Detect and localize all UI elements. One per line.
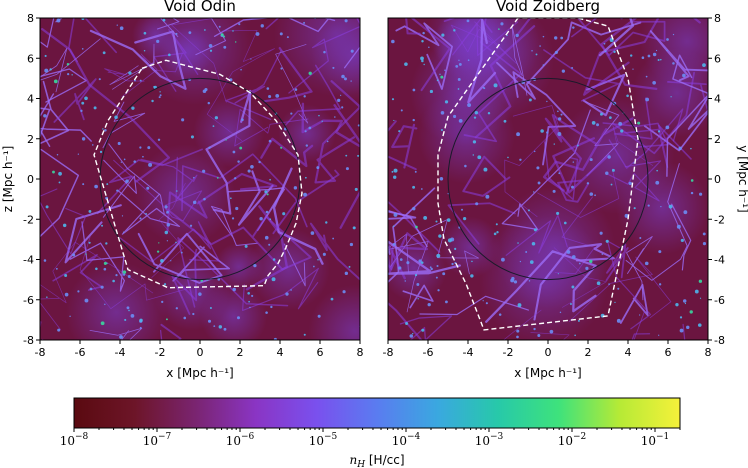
x-tick-label: -4: [463, 346, 474, 359]
y-tick-label: -2: [23, 213, 34, 226]
filament-texture-odin: [40, 18, 360, 340]
void-boundary: [93, 59, 303, 289]
y-tick-label: -6: [714, 294, 725, 307]
y-tick-label: 6: [27, 52, 34, 65]
colorbar-ticks: 10−8 10−7 10−6 10−5 10−4 10−3 10−2 10−1: [60, 428, 681, 448]
y-tick-label: 4: [27, 93, 34, 106]
void-boundary: [437, 18, 639, 331]
x-tick-label: 6: [665, 346, 672, 359]
x-tick-label: -2: [503, 346, 514, 359]
overlay-odin: [93, 59, 303, 289]
x-tick-label: 0: [545, 346, 552, 359]
colorbar: 10−8 10−7 10−6 10−5 10−4 10−3 10−2 10−1 nH [H/c…: [60, 397, 681, 468]
colorbar-tick-label: 10−8: [60, 432, 89, 448]
colorbar-tick-label: 10−1: [641, 432, 670, 448]
filament-texture-zoidberg: [388, 18, 708, 340]
panel-zoidberg: Void Zoidberg -8 -6 -4 -2 0 2 4 6 8-8-6-4-202468…: [383, 0, 748, 380]
y-tick-label: 6: [714, 52, 721, 65]
x-tick-label: 2: [585, 346, 592, 359]
x-tick-label: -6: [423, 346, 434, 359]
colorbar-label: nH [H/cc]: [349, 453, 404, 468]
ylabel-odin: z [Mpc h⁻¹]: [1, 146, 15, 213]
axes-odin: -8 -6 -4 -2 0 2 4 6 8 -8 -6 -4 -2 0 2 4 6 8: [23, 12, 363, 359]
x-tick-label: 4: [277, 346, 284, 359]
y-tick-label: -4: [23, 254, 34, 267]
y-tick-label: 2: [27, 133, 34, 146]
x-tick-label: 8: [705, 346, 712, 359]
y-tick-label: 8: [714, 12, 721, 25]
y-tick-label: -8: [23, 334, 34, 347]
y-tick-label: 4: [714, 93, 721, 106]
colorbar-tick-label: 10−5: [309, 432, 338, 448]
panel-odin: Void Odin -8 -6 -4 -2 0 2 4 6 8 -8 -6 -4 -2 0 2 4 6 8 x […: [1, 0, 364, 380]
colorbar-gradient: [73, 397, 681, 429]
y-tick-label: 0: [714, 173, 721, 186]
y-tick-label: 2: [714, 133, 721, 146]
y-tick-label: 8: [27, 12, 34, 25]
colorbar-tick-label: 10−2: [558, 432, 587, 448]
colorbar-tick-label: 10−6: [226, 432, 255, 448]
y-tick-label: -2: [714, 213, 725, 226]
x-tick-label: -8: [383, 346, 394, 359]
x-tick-label: 0: [197, 346, 204, 359]
void-sphere-circle: [447, 77, 649, 281]
y-tick-label: -6: [23, 294, 34, 307]
x-tick-label: -2: [155, 346, 166, 359]
x-tick-label: 8: [357, 346, 364, 359]
x-tick-label: -6: [75, 346, 86, 359]
colorbar-tick-label: 10−3: [475, 432, 504, 448]
x-tick-label: 6: [317, 346, 324, 359]
colorbar-tick-label: 10−7: [143, 432, 172, 448]
y-tick-label: -8: [714, 334, 725, 347]
y-tick-label: 0: [27, 173, 34, 186]
xlabel-odin: x [Mpc h⁻¹]: [166, 366, 233, 380]
overlay-zoidberg: [437, 18, 649, 331]
x-tick-label: -8: [35, 346, 46, 359]
y-tick-label: -4: [714, 254, 725, 267]
panel-title-odin: Void Odin: [164, 0, 236, 15]
x-tick-label: -4: [115, 346, 126, 359]
x-tick-label: 2: [237, 346, 244, 359]
colorbar-tick-label: 10−4: [392, 432, 421, 448]
xlabel-zoidberg: x [Mpc h⁻¹]: [514, 366, 581, 380]
x-tick-label: 4: [625, 346, 632, 359]
panel-title-zoidberg: Void Zoidberg: [496, 0, 600, 15]
ylabel-zoidberg: y [Mpc h⁻¹]: [736, 145, 748, 212]
